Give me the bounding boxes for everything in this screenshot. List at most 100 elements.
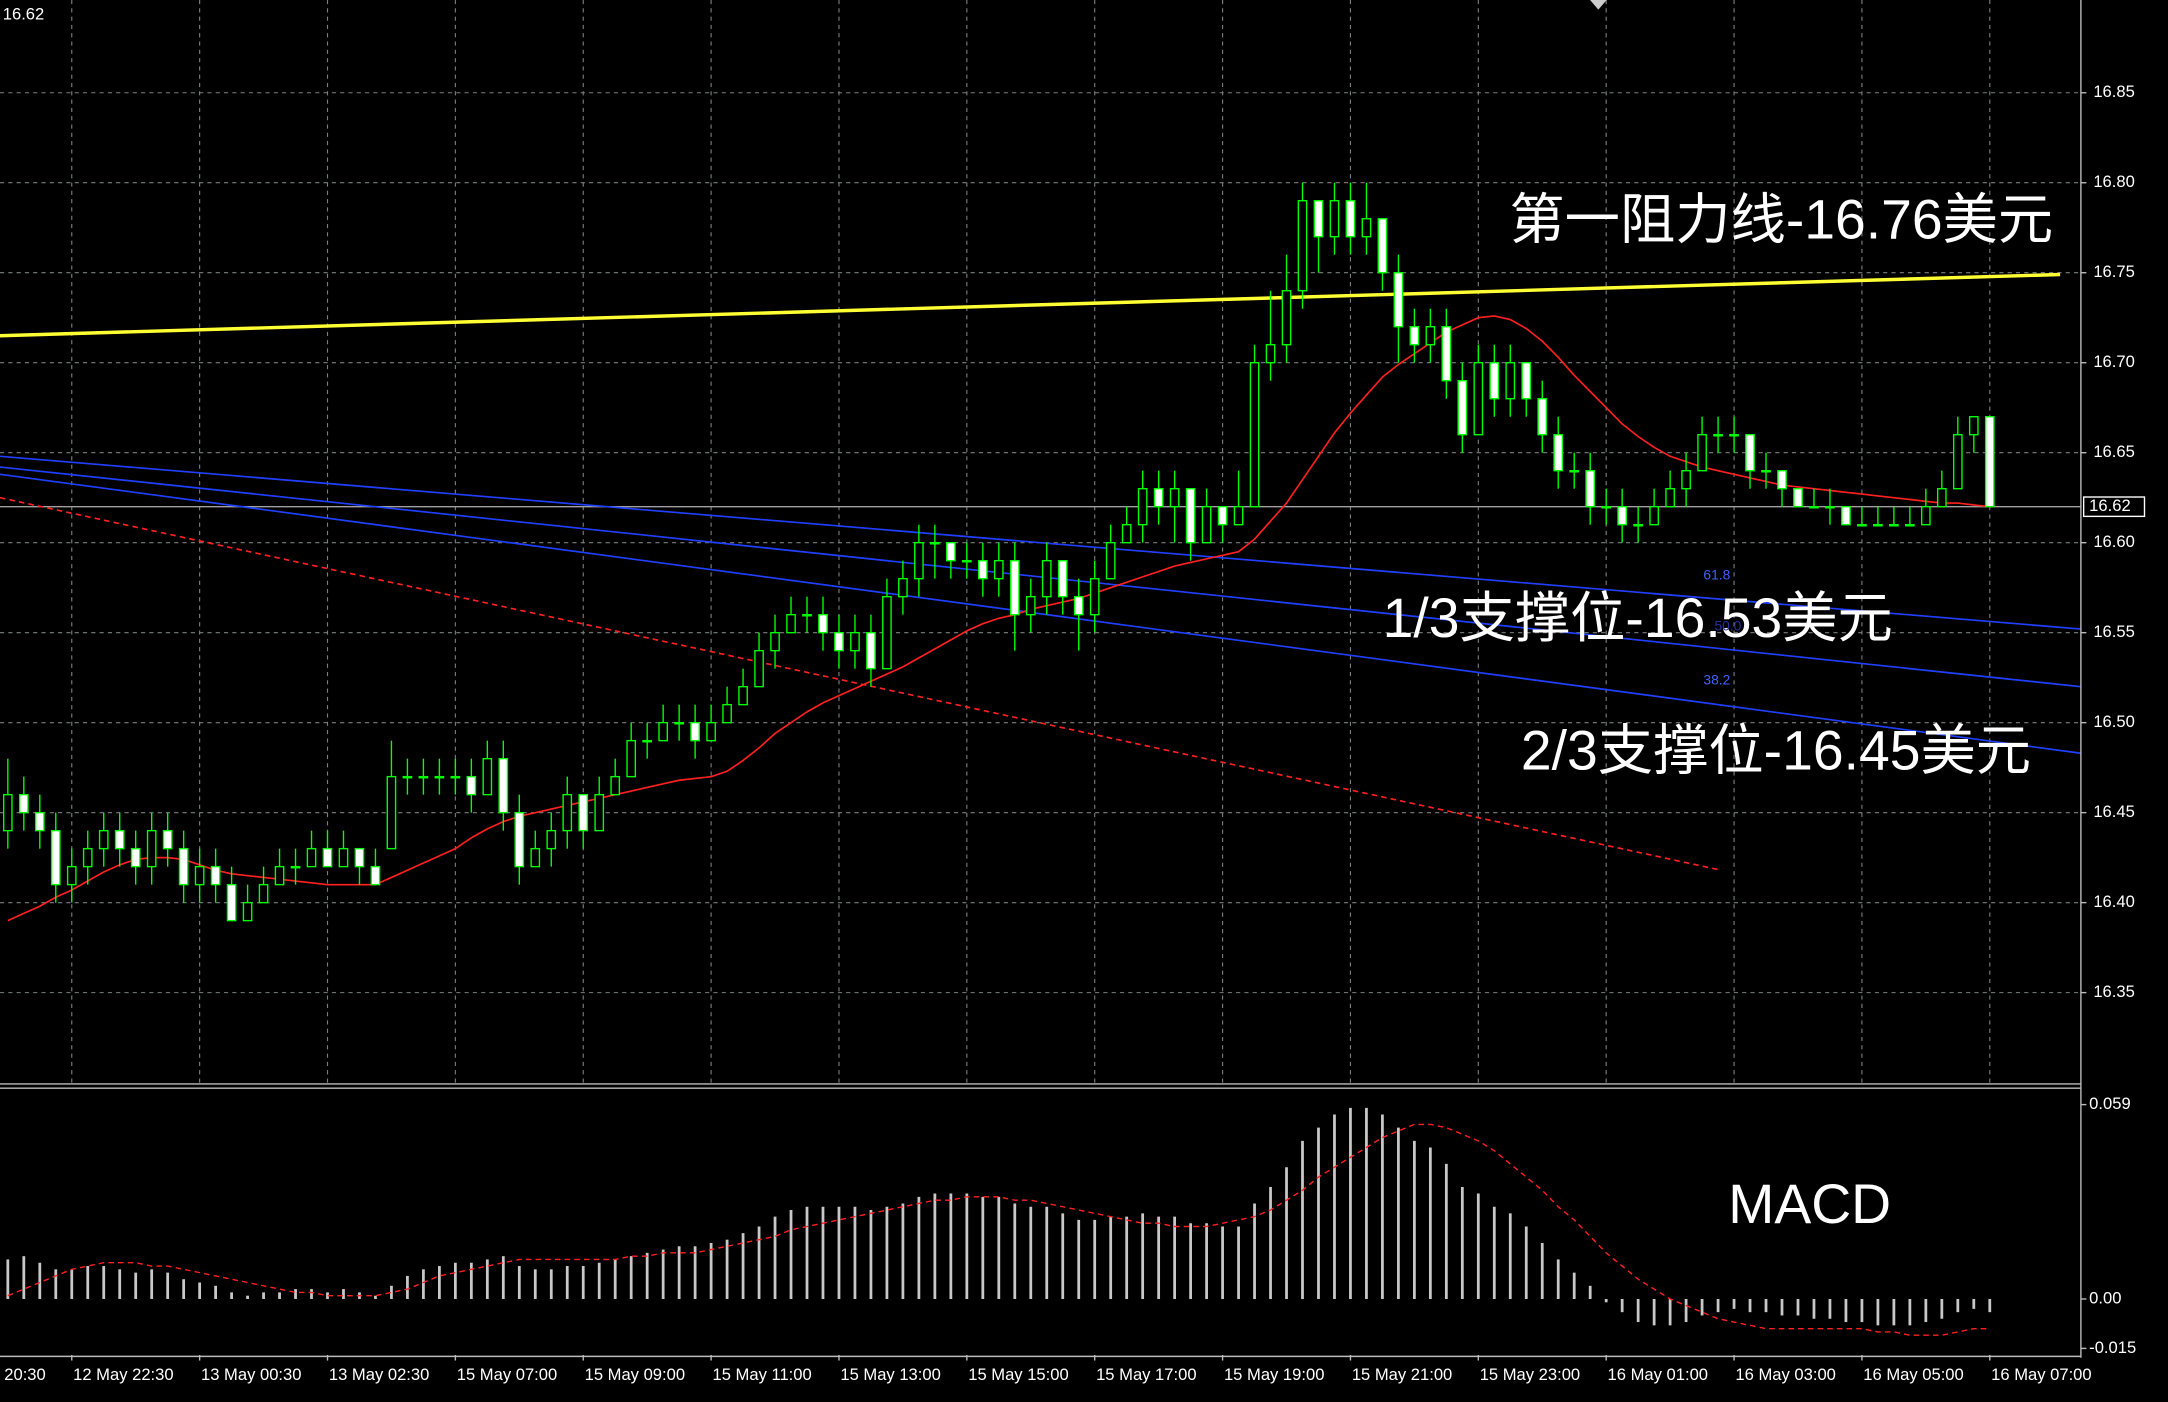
candle-body: [178, 847, 189, 886]
trend-line: [0, 455, 2081, 630]
candle-body: [114, 829, 125, 850]
x-tick-label: 16 May 07:00: [1991, 1365, 2091, 1384]
candle-body: [610, 775, 621, 796]
candle-body: [290, 865, 301, 869]
candle-body: [1505, 362, 1516, 400]
candle-body: [754, 649, 764, 688]
candle-body: [1825, 506, 1835, 509]
candle-body: [146, 829, 157, 868]
trend-line: [0, 272, 2061, 338]
candle-body: [1313, 200, 1324, 238]
candle-body: [1921, 506, 1931, 526]
candle-body: [1569, 470, 1580, 473]
candle-body: [1489, 362, 1500, 400]
candle-body: [738, 685, 748, 706]
candle-body: [626, 739, 637, 778]
fib-label: 38.2: [1703, 671, 1730, 687]
candle-body: [1809, 506, 1819, 509]
y-tick-label: 16.85: [2093, 82, 2135, 101]
x-tick-label: 15 May 17:00: [1096, 1365, 1196, 1384]
trend-line: [0, 473, 2082, 755]
candle-body: [338, 847, 349, 868]
candle-body: [1329, 200, 1340, 238]
candle-body: [322, 847, 333, 868]
candle-body: [882, 595, 892, 670]
candle-body: [1968, 416, 1979, 436]
x-tick-label: 15 May 21:00: [1352, 1365, 1452, 1384]
candle-body: [1713, 434, 1723, 437]
y-tick-label: 16.35: [2093, 982, 2135, 1001]
x-tick-label: 15 May 11:00: [712, 1365, 811, 1384]
candle-body: [1777, 470, 1787, 490]
candle-body: [962, 559, 972, 563]
candle-body: [450, 775, 461, 779]
candle-body: [594, 793, 605, 832]
candle-body: [1617, 506, 1628, 526]
candle-body: [1169, 488, 1180, 508]
candle-body: [162, 829, 173, 850]
x-tick-label: 12 May 22:30: [73, 1365, 173, 1384]
candle-body: [1393, 272, 1404, 328]
candle-body: [818, 613, 828, 634]
x-tick-label: 15 May 15:00: [968, 1365, 1068, 1384]
candle-body: [482, 757, 493, 796]
candle-body: [1585, 470, 1596, 508]
candle-body: [1105, 541, 1116, 580]
candle-body: [1409, 326, 1420, 346]
candle-body: [770, 631, 780, 652]
candle-body: [82, 847, 93, 868]
candle-body: [1249, 362, 1260, 508]
candle-body: [1729, 434, 1739, 437]
candle-body: [1952, 434, 1963, 490]
candle-body: [418, 775, 429, 779]
candle-body: [1089, 577, 1100, 616]
candle-body: [1537, 398, 1548, 436]
candle-body: [930, 541, 940, 545]
candle-body: [1233, 506, 1244, 526]
candle-body: [1217, 506, 1228, 526]
candle-body: [1041, 559, 1052, 598]
y-tick-label: 16.55: [2093, 622, 2135, 641]
candle-body: [706, 721, 716, 742]
candle-body: [274, 865, 285, 886]
x-tick-label: 13 May 00:30: [201, 1365, 301, 1384]
candle-body: [514, 811, 525, 868]
candle-body: [1121, 523, 1132, 544]
x-tick-label: 15 May 07:00: [457, 1365, 557, 1384]
candle-body: [1153, 488, 1164, 508]
candle-body: [1057, 559, 1068, 598]
candle-body: [66, 865, 77, 886]
y-tick-label: 16.45: [2093, 802, 2135, 821]
candle-body: [1649, 506, 1659, 526]
candle-body: [354, 847, 365, 868]
candle-body: [1281, 290, 1292, 346]
candle-body: [1025, 595, 1036, 616]
candle-body: [98, 829, 109, 850]
y-tick-label: 16.65: [2093, 442, 2135, 461]
candle-body: [18, 793, 29, 814]
support-annotation: 2/3支撑位-16.45美元: [1521, 720, 2031, 782]
candle-body: [546, 829, 557, 850]
current-price-box: [2082, 496, 2146, 518]
trend-line: [0, 496, 1722, 872]
candle-body: [1361, 218, 1372, 238]
x-tick-label: 13 May 02:30: [329, 1365, 429, 1384]
scroll-marker: [1590, 0, 1607, 10]
indicator-layer: [0, 272, 2082, 922]
candle-body: [722, 703, 732, 724]
candle-body: [1473, 362, 1484, 436]
candle-body: [1521, 362, 1532, 400]
candle-body: [1441, 326, 1452, 382]
resistance-annotation: 第一阻力线-16.76美元: [1509, 189, 2053, 251]
candle-body: [530, 847, 541, 868]
candle-body: [898, 577, 908, 598]
candle-body: [1185, 488, 1196, 544]
candle-body: [2, 793, 13, 832]
candle-body: [402, 775, 413, 779]
candle-body: [34, 811, 45, 832]
macd-tick-label: 0.059: [2089, 1094, 2131, 1113]
candle-body: [1665, 488, 1675, 508]
candle-body: [1761, 470, 1771, 473]
